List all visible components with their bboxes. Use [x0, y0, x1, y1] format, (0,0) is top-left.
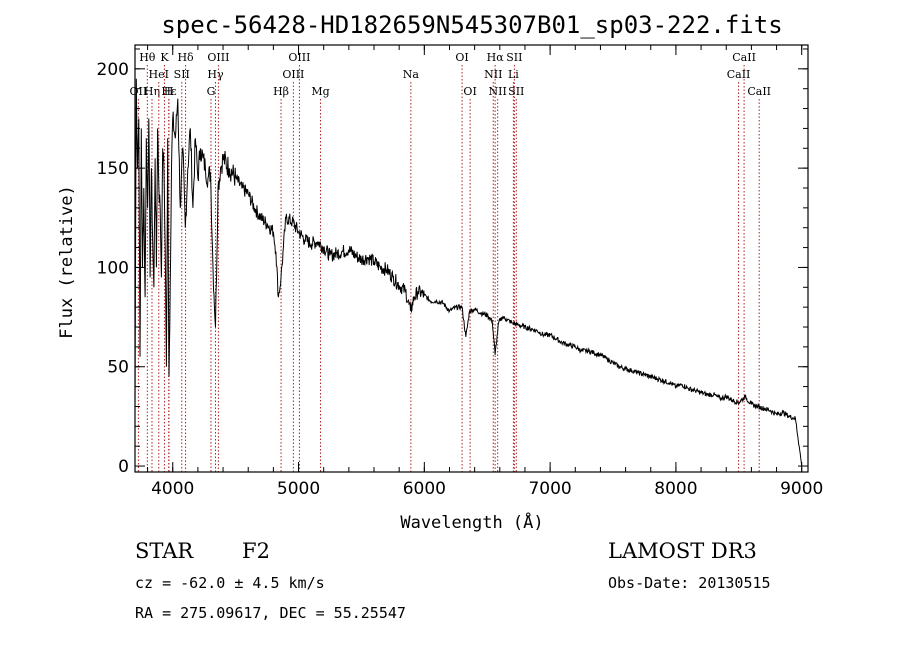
object-class: STAR: [135, 539, 194, 563]
line-label: H: [164, 85, 174, 98]
line-label: Li: [508, 68, 519, 81]
redshift-cz: cz = -62.0 ± 4.5 km/s: [135, 574, 325, 592]
line-label: G: [207, 85, 216, 98]
axes: [134, 44, 809, 473]
x-tick-label: 6000: [403, 479, 446, 499]
line-label: Hε: [161, 85, 177, 98]
line-label: K: [160, 51, 169, 64]
ra-dec: RA = 275.09617, DEC = 55.25547: [135, 604, 406, 622]
spectrum-info: STAR F2 cz = -62.0 ± 4.5 km/s RA = 275.0…: [135, 539, 771, 622]
line-label: Hδ: [177, 51, 194, 64]
y-tick-label: 50: [107, 358, 129, 378]
axis-ticks: 4000 5000 6000 7000 8000 9000 0 50 100 150 200: [97, 45, 823, 499]
x-tick-label: 7000: [528, 479, 571, 499]
spectrum-line: [134, 78, 803, 467]
line-label: Na: [403, 68, 420, 81]
y-tick-label: 100: [97, 258, 129, 278]
spectrum-layer: [134, 78, 803, 467]
line-label: HeI: [149, 68, 169, 81]
line-label: Hθ: [139, 51, 156, 64]
line-label: Hη: [144, 85, 160, 98]
line-label: Hα: [487, 51, 505, 64]
line-label: CaII: [747, 85, 771, 98]
chart-title: spec-56428-HD182659N545307B01_sp03-222.f…: [161, 11, 782, 39]
survey-name: LAMOST DR3: [608, 539, 757, 563]
line-label: OII: [130, 85, 148, 98]
y-axis-label: Flux (relative): [57, 185, 77, 339]
line-label: OIII: [282, 68, 304, 81]
line-label: SII: [174, 68, 190, 81]
obs-date: Obs-Date: 20130515: [608, 574, 771, 592]
line-label: Mg: [311, 85, 329, 98]
x-tick-label: 8000: [654, 479, 697, 499]
x-tick-label: 5000: [277, 479, 320, 499]
y-tick-label: 0: [118, 457, 129, 477]
line-label: SII: [506, 51, 522, 64]
line-label: Hβ: [273, 85, 289, 98]
y-tick-label: 150: [97, 159, 129, 179]
line-label: CaII: [727, 68, 751, 81]
line-label: NII: [484, 68, 502, 81]
line-label: NII: [489, 85, 507, 98]
x-tick-label: 9000: [780, 479, 823, 499]
line-label: Hγ: [207, 68, 224, 81]
line-label: OI: [463, 85, 476, 98]
line-label: SII: [508, 85, 524, 98]
x-axis-label: Wavelength (Å): [400, 511, 543, 533]
line-label: CaII: [732, 51, 756, 64]
line-label: OIII: [288, 51, 310, 64]
object-subclass: F2: [242, 539, 270, 563]
line-label: OIII: [207, 51, 229, 64]
line-label: OI: [455, 51, 468, 64]
plot-frame: [134, 44, 809, 473]
y-tick-label: 200: [97, 60, 129, 80]
x-tick-label: 4000: [151, 479, 194, 499]
